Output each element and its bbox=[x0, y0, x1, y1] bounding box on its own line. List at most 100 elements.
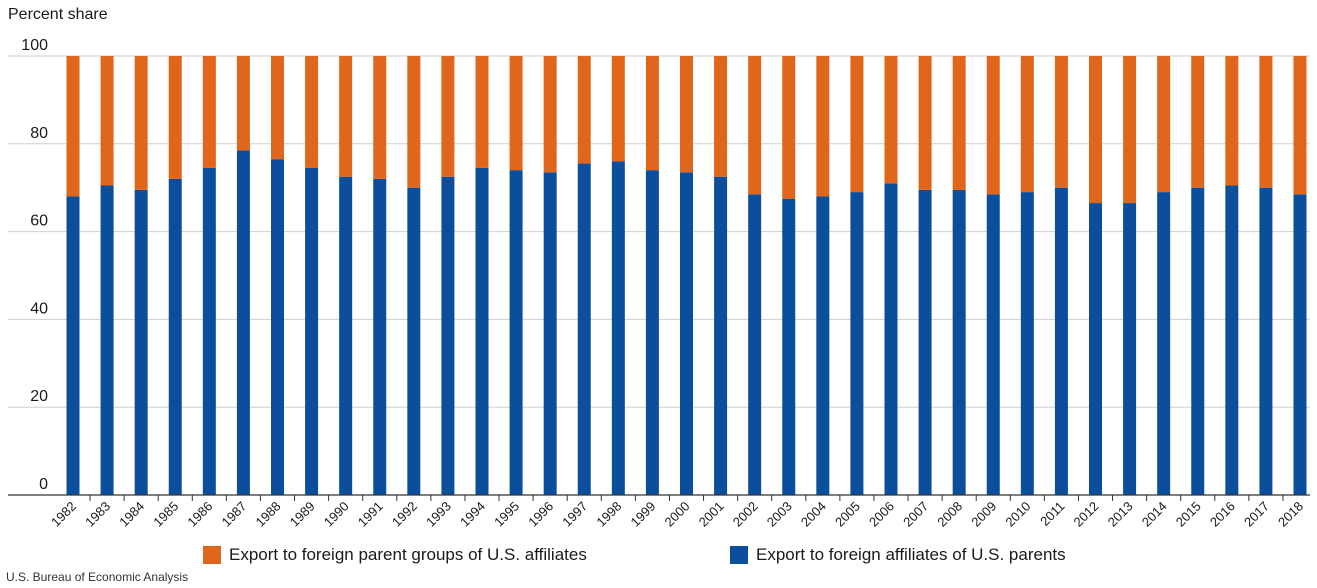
x-tick-label: 2010 bbox=[1002, 499, 1033, 530]
bar-parent-groups-1995 bbox=[509, 56, 523, 171]
x-tick-label: 2011 bbox=[1037, 499, 1067, 529]
bar-affiliates-1986 bbox=[202, 167, 216, 495]
x-tick-label: 1984 bbox=[116, 499, 147, 530]
bar-parent-groups-2015 bbox=[1191, 56, 1205, 188]
bar-affiliates-1988 bbox=[271, 159, 284, 496]
bar-parent-groups-2018 bbox=[1293, 56, 1307, 195]
bar-affiliates-2010 bbox=[1020, 192, 1034, 495]
bar-affiliates-2014 bbox=[1157, 192, 1171, 495]
bar-parent-groups-2009 bbox=[986, 56, 1000, 195]
x-tick-label: 2005 bbox=[832, 499, 863, 530]
x-tick-label: 2006 bbox=[866, 499, 897, 530]
x-tick-label: 2009 bbox=[968, 499, 999, 530]
bar-affiliates-1996 bbox=[543, 172, 557, 495]
bar-parent-groups-2000 bbox=[680, 56, 693, 173]
x-tick-label: 1989 bbox=[287, 499, 318, 530]
bar-affiliates-2009 bbox=[986, 194, 1000, 495]
bar-affiliates-2016 bbox=[1225, 185, 1239, 495]
bar-affiliates-1984 bbox=[134, 189, 148, 495]
x-tick-label: 2012 bbox=[1071, 499, 1102, 530]
legend-label-affiliates: Export to foreign affiliates of U.S. par… bbox=[756, 545, 1066, 564]
x-tick-label: 2007 bbox=[900, 499, 931, 530]
x-tick-label: 1998 bbox=[593, 499, 624, 530]
bar-affiliates-2012 bbox=[1089, 203, 1102, 495]
y-tick-label: 40 bbox=[30, 300, 48, 317]
bar-parent-groups-2013 bbox=[1123, 56, 1137, 204]
bar-affiliates-2004 bbox=[816, 196, 830, 496]
bar-parent-groups-1992 bbox=[407, 56, 421, 188]
x-tick-label: 2015 bbox=[1173, 499, 1204, 530]
legend-item-affiliates: Export to foreign affiliates of U.S. par… bbox=[730, 545, 1066, 565]
bar-affiliates-1993 bbox=[441, 176, 455, 495]
bar-affiliates-2008 bbox=[952, 189, 966, 495]
bar-affiliates-1992 bbox=[407, 187, 421, 495]
x-tick-label: 1985 bbox=[150, 499, 181, 530]
bar-affiliates-1994 bbox=[475, 167, 489, 495]
bar-parent-groups-2003 bbox=[782, 56, 796, 199]
x-tick-label: 2000 bbox=[662, 499, 693, 530]
bar-affiliates-1999 bbox=[645, 170, 659, 495]
x-tick-label: 1988 bbox=[253, 499, 284, 530]
bar-affiliates-2006 bbox=[884, 183, 898, 495]
bar-affiliates-2007 bbox=[918, 189, 932, 495]
x-tick-label: 2001 bbox=[696, 499, 727, 530]
y-tick-label: 20 bbox=[30, 388, 48, 405]
bar-parent-groups-1991 bbox=[373, 56, 387, 179]
x-tick-label: 1983 bbox=[82, 499, 113, 530]
bar-affiliates-1985 bbox=[168, 178, 182, 496]
x-tick-label: 1994 bbox=[457, 499, 488, 530]
bar-parent-groups-1990 bbox=[339, 56, 353, 177]
source-note: U.S. Bureau of Economic Analysis bbox=[6, 570, 189, 584]
legend-item-parent-groups: Export to foreign parent groups of U.S. … bbox=[203, 545, 587, 565]
bar-parent-groups-1999 bbox=[645, 56, 659, 171]
bar-parent-groups-2016 bbox=[1225, 56, 1239, 186]
bar-parent-groups-1988 bbox=[271, 56, 284, 160]
x-tick-label: 1993 bbox=[423, 499, 454, 530]
x-tick-label: 1990 bbox=[321, 499, 352, 530]
bar-parent-groups-2011 bbox=[1054, 56, 1068, 188]
bar-affiliates-2000 bbox=[680, 172, 693, 495]
bar-affiliates-1983 bbox=[100, 185, 114, 495]
x-tick-label: 1996 bbox=[525, 499, 556, 530]
bar-affiliates-1990 bbox=[339, 176, 353, 495]
bar-parent-groups-1984 bbox=[134, 56, 148, 190]
y-tick-label: 100 bbox=[21, 37, 48, 54]
bar-parent-groups-2002 bbox=[748, 56, 762, 195]
bar-parent-groups-1994 bbox=[475, 56, 489, 168]
bar-parent-groups-2001 bbox=[714, 56, 728, 177]
bar-parent-groups-1998 bbox=[611, 56, 625, 162]
bar-parent-groups-1989 bbox=[305, 56, 319, 168]
bar-parent-groups-1997 bbox=[577, 56, 591, 164]
bar-parent-groups-2006 bbox=[884, 56, 898, 184]
x-tick-label: 2003 bbox=[764, 499, 795, 530]
x-tick-label: 1992 bbox=[389, 499, 420, 530]
x-tick-label: 1991 bbox=[355, 499, 386, 530]
x-tick-label: 2018 bbox=[1275, 499, 1306, 530]
bar-affiliates-2003 bbox=[782, 198, 796, 496]
x-tick-label: 1997 bbox=[559, 499, 590, 530]
x-tick-label: 1986 bbox=[184, 499, 215, 530]
bar-parent-groups-2004 bbox=[816, 56, 830, 197]
bar-parent-groups-2007 bbox=[918, 56, 932, 190]
bar-affiliates-1989 bbox=[305, 167, 319, 495]
bar-parent-groups-1987 bbox=[236, 56, 250, 151]
x-tick-label: 2002 bbox=[730, 499, 761, 530]
y-axis-title: Percent share bbox=[8, 6, 108, 23]
bar-parent-groups-1986 bbox=[202, 56, 216, 168]
x-tick-label: 1999 bbox=[627, 499, 658, 530]
bar-parent-groups-2008 bbox=[952, 56, 966, 190]
x-tick-label: 2008 bbox=[934, 499, 965, 530]
bar-affiliates-1995 bbox=[509, 170, 523, 495]
x-tick-label: 2017 bbox=[1241, 499, 1272, 530]
y-tick-label: 0 bbox=[39, 476, 48, 493]
x-tick-label: 1987 bbox=[218, 499, 249, 530]
bar-affiliates-1991 bbox=[373, 178, 387, 496]
bar-parent-groups-2010 bbox=[1020, 56, 1034, 193]
bar-parent-groups-1982 bbox=[66, 56, 80, 197]
bar-affiliates-2011 bbox=[1054, 187, 1068, 495]
x-tick-label: 2013 bbox=[1105, 499, 1136, 530]
bar-affiliates-2002 bbox=[748, 194, 762, 495]
bar-affiliates-2018 bbox=[1293, 194, 1307, 495]
bar-parent-groups-2005 bbox=[850, 56, 864, 193]
x-tick-label: 2014 bbox=[1139, 499, 1170, 530]
